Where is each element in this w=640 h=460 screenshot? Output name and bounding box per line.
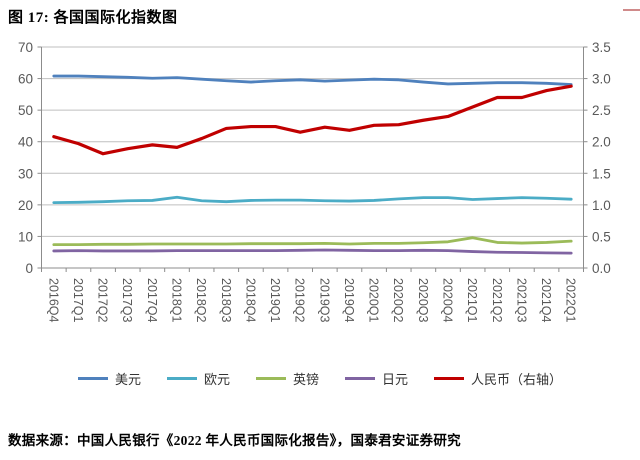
jpy-legend-swatch [345, 377, 375, 380]
usd-legend-label: 美元 [114, 372, 141, 387]
rmb-legend-label: 人民币（右轴） [471, 372, 563, 387]
legend-item-eur: 欧元 [166, 369, 230, 388]
y-axis-left-tick-label: 60 [18, 72, 33, 87]
usd-line [52, 74, 573, 86]
x-axis-tick-label: 2020Q4 [441, 278, 455, 323]
y-axis-left-tick-label: 70 [18, 40, 33, 55]
usd-legend-swatch [77, 377, 108, 380]
eur-line [52, 195, 573, 205]
figure-title: 图 17: 各国国际化指数图 [8, 10, 178, 26]
y-axis-left-tick-label: 10 [18, 229, 33, 244]
jpy-legend-label: 日元 [382, 372, 409, 387]
legend-item-usd: 美元 [77, 369, 141, 388]
y-axis-right-tick-label: 1.0 [592, 198, 611, 213]
gbp-legend-swatch [255, 377, 286, 380]
x-axis-tick-label: 2022Q1 [564, 278, 578, 323]
y-axis-left-tick-label: 50 [18, 103, 33, 118]
eur-legend-label: 欧元 [203, 372, 230, 387]
y-axis-right-tick-label: 3.5 [592, 40, 611, 55]
x-axis-tick-label: 2019Q4 [342, 278, 356, 323]
y-axis-left-tick-label: 20 [18, 198, 33, 213]
eur-legend-swatch [166, 377, 197, 380]
y-axis-right-tick-label: 0.0 [592, 261, 611, 276]
y-axis-right-tick-label: 2.5 [592, 103, 611, 118]
x-axis-tick-label: 2016Q4 [46, 278, 60, 323]
data-source-note: 数据来源：中国人民银行《2022 年人民币国际化报告》，国泰君安证券研究 [8, 433, 461, 448]
gbp-legend-label: 英镑 [292, 372, 319, 387]
x-axis-tick-label: 2019Q1 [268, 278, 282, 323]
y-axis-right-tick-label: 0.5 [592, 229, 611, 244]
x-axis-tick-label: 2021Q3 [514, 278, 528, 323]
x-axis-tick-label: 2020Q2 [391, 278, 405, 323]
legend-item-jpy: 日元 [345, 369, 408, 388]
x-axis-tick-label: 2020Q1 [367, 278, 381, 323]
chart-legend: 美元 欧元 英镑 日元 人民币（右轴） [0, 369, 640, 388]
x-axis-tick-label: 2017Q1 [71, 278, 85, 323]
legend-item-gbp: 英镑 [255, 369, 319, 388]
line-chart: 0 10 20 30 40 50 60 70 0.0 0.5 1.0 1.5 2.0 2.5 3.0 3.5 2… [18, 40, 611, 323]
x-axis-tick-label: 2019Q3 [317, 278, 331, 323]
y-axis-right-tick-label: 2.0 [592, 135, 611, 150]
x-axis-tick-label: 2019Q2 [293, 278, 307, 323]
rmb-line [52, 84, 573, 156]
jpy-line [52, 248, 573, 255]
x-axis-tick-label: 2021Q4 [539, 278, 553, 323]
x-axis-tick-label: 2018Q2 [194, 278, 208, 323]
y-axis-left-tick-label: 40 [18, 135, 33, 150]
x-axis-tick-label: 2017Q2 [96, 278, 110, 323]
y-axis-right-tick-label: 3.0 [592, 72, 611, 87]
x-axis-tick-label: 2018Q3 [219, 278, 233, 323]
rmb-legend-swatch [434, 377, 465, 380]
y-axis-left-tick-label: 30 [18, 166, 33, 181]
x-axis-tick-label: 2018Q1 [170, 278, 184, 323]
legend-item-rmb: 人民币（右轴） [434, 369, 562, 388]
x-axis-tick-label: 2017Q3 [120, 278, 134, 323]
y-axis-left-tick-label: 0 [25, 261, 33, 276]
x-axis-tick-label: 2021Q1 [465, 278, 479, 323]
x-axis-tick-label: 2021Q2 [490, 278, 504, 323]
x-axis-tick-label: 2020Q3 [416, 278, 430, 323]
y-axis-right-tick-label: 1.5 [592, 166, 611, 181]
x-axis-tick-label: 2018Q4 [243, 278, 257, 323]
x-axis-tick-label: 2017Q4 [145, 278, 159, 323]
gbp-line [52, 236, 573, 247]
page-corner-rule [623, 9, 640, 11]
